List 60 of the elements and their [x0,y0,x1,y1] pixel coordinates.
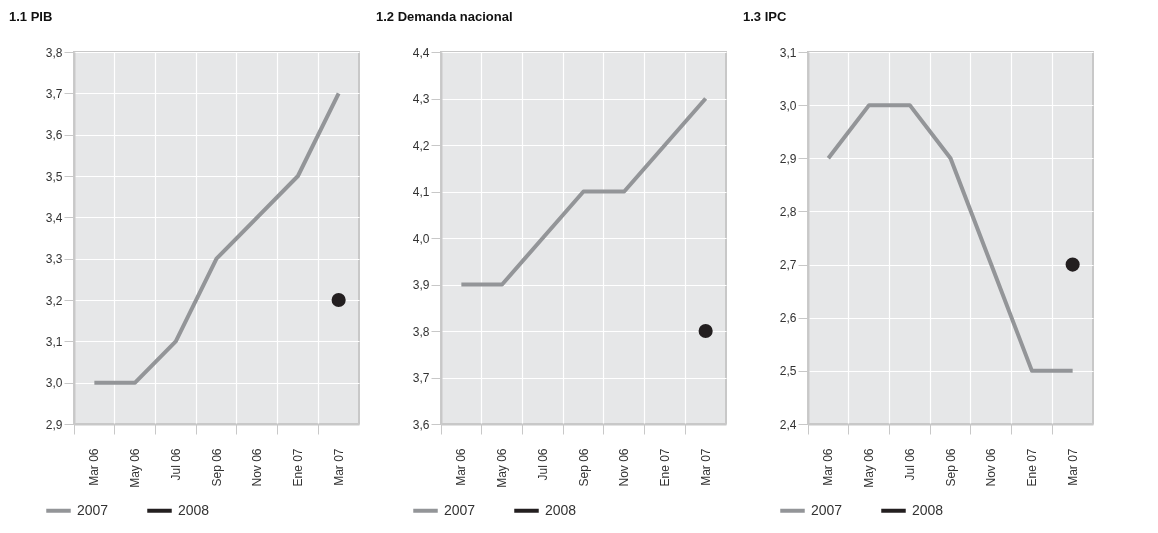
x-tick-label: Sep 06 [943,448,958,487]
chart-title: 1.1 PIB [9,9,53,24]
x-tick-label: Nov 06 [250,448,265,487]
y-tick-label: 2,5 [779,364,797,379]
x-tick-label: Sep 06 [209,448,224,487]
y-tick-label: 3,8 [412,324,430,339]
y-tick-label: 3,0 [779,98,797,113]
line-series [459,96,708,287]
x-tick-label: Mar 07 [698,448,713,486]
line-series [92,91,341,385]
y-tick-label: 4,0 [412,231,430,246]
y-tick-label: 2,9 [45,417,63,432]
x-tick-label: May 06 [495,448,510,488]
y-tick-label: 4,4 [412,45,430,60]
chart-title: 1.2 Demanda nacional [376,9,513,24]
y-tick-label: 3,1 [45,334,63,349]
y-tick-label: 2,4 [779,417,797,432]
y-tick-label: 3,6 [45,128,63,143]
y-tick-label: 4,3 [412,92,430,106]
x-tick-label: Sep 06 [576,448,591,487]
y-tick-label: 3,9 [412,278,430,292]
legend-label: 2008 [545,501,577,518]
y-tick-label: 3,5 [45,169,63,184]
y-tick-label: 2,6 [779,311,797,326]
x-tick-label: May 06 [862,448,877,488]
legend-label: 2007 [444,501,476,518]
y-tick-label: 2,9 [779,151,797,166]
x-tick-label: Ene 07 [290,448,305,487]
y-tick-label: 3,6 [412,417,430,432]
y-tick-label: 4,1 [412,185,430,199]
x-tick-label: Nov 06 [617,448,632,487]
y-tick-label: 3,2 [45,293,63,308]
x-tick-label: Mar 07 [1065,448,1080,486]
y-tick-label: 2,7 [779,258,797,273]
x-tick-label: Mar 06 [454,448,469,486]
y-tick-label: 4,2 [412,138,430,153]
legend-label: 2007 [811,501,843,518]
legend-label: 2008 [912,501,944,518]
x-tick-label: Mar 06 [821,448,836,486]
y-tick-label: 3,4 [45,210,63,225]
x-tick-label: May 06 [128,448,143,488]
x-tick-label: Mar 06 [87,448,102,486]
chart-title: 1.3 IPC [743,9,787,24]
y-tick-label: 3,1 [779,45,797,60]
y-tick-label: 3,0 [45,376,63,391]
y-tick-label: 3,7 [45,86,63,101]
line-series [826,103,1075,373]
y-tick-label: 3,8 [45,45,63,60]
x-tick-label: Nov 06 [984,448,999,487]
legend-label: 2008 [178,501,210,518]
x-tick-label: Jul 06 [168,448,183,481]
x-tick-label: Ene 07 [657,448,672,487]
y-tick-label: 3,7 [412,371,430,385]
x-tick-label: Jul 06 [902,448,917,481]
y-tick-label: 3,3 [45,252,63,267]
x-tick-label: Ene 07 [1024,448,1039,487]
legend-label: 2007 [77,501,109,518]
x-tick-label: Jul 06 [535,448,550,481]
y-tick-label: 2,8 [779,204,797,219]
x-tick-label: Mar 07 [331,448,346,486]
